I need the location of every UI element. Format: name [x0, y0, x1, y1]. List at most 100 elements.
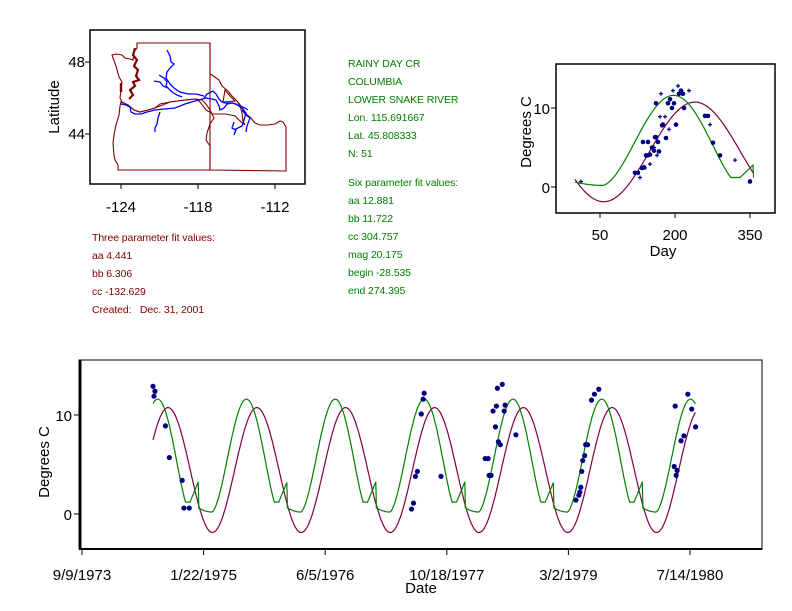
timeseries-observations	[150, 381, 699, 512]
seasonal-xtick-label: 200	[662, 227, 687, 244]
seasonal-observation-point	[651, 148, 657, 153]
timeseries-ytick-label: 10	[55, 408, 72, 425]
timeseries-observation-point	[672, 403, 678, 409]
station-name: RAINY DAY CR	[348, 58, 421, 70]
timeseries-xtick-label: 10/18/1977	[409, 567, 484, 584]
seasonal-axes: 50 200 350 0 10	[533, 101, 762, 244]
timeseries-observation-point	[579, 468, 585, 475]
seasonal-observation-point	[710, 140, 716, 146]
salmon-river	[241, 109, 251, 133]
station-subbasin: LOWER SNAKE RIVER	[348, 94, 459, 106]
timeseries-observation-point	[501, 408, 507, 414]
three-param-info: Three parameter fit values: aa 4.441 bb …	[92, 229, 215, 319]
six-param-cc: cc 304.757	[348, 231, 399, 243]
seasonal-ytick-label: 10	[533, 101, 550, 118]
oregon-border	[112, 98, 215, 171]
seasonal-observation-point	[717, 153, 723, 158]
station-basin: COLUMBIA	[348, 76, 403, 88]
created-date: Created: Dec. 31, 2001	[92, 304, 205, 316]
timeseries-observation-point	[418, 411, 424, 417]
timeseries-observation-point	[674, 467, 680, 474]
seasonal-observation-point	[655, 139, 661, 145]
timeseries-observation-point	[580, 457, 586, 464]
six-param-begin: begin -28.535	[348, 267, 411, 279]
timeseries-observation-point	[150, 383, 156, 389]
timeseries-observation-point	[181, 505, 187, 511]
seasonal-observation-point	[671, 88, 675, 93]
timeseries-xtick-label: 6/5/1976	[296, 567, 354, 584]
timeseries-three-param-line	[152, 407, 696, 534]
timeseries-observation-point	[493, 403, 500, 409]
seasonal-observation-point	[705, 113, 711, 119]
timeseries-observation-point	[497, 442, 503, 448]
map-frame	[89, 29, 306, 185]
seasonal-xtick-label: 50	[592, 227, 609, 244]
timeseries-xtick-label: 3/2/1979	[539, 567, 597, 584]
three-param-bb: bb 6.306	[92, 268, 133, 280]
timeseries-observation-point	[408, 506, 415, 512]
rivers	[120, 49, 251, 136]
seasonal-observation-point	[641, 164, 647, 170]
timeseries-observation-point	[414, 468, 420, 475]
timeseries-observation-point	[596, 386, 602, 392]
timeseries-observation-point	[421, 390, 427, 396]
map-ytick-label-44: 44	[68, 126, 85, 143]
seasonal-observation-point	[655, 153, 659, 158]
map-panel: 48 44 -124 -118 -112 Latitude	[46, 29, 306, 216]
seasonal-observation-point	[673, 122, 679, 127]
seasonal-observation-point	[659, 91, 663, 96]
six-param-title: Six parameter fit values:	[348, 177, 459, 189]
snake-river	[203, 90, 247, 136]
station-info: RAINY DAY CR COLUMBIA LOWER SNAKE RIVER …	[348, 55, 458, 163]
timeseries-observation-point	[179, 477, 185, 483]
seasonal-observation-point	[635, 170, 641, 176]
seasonal-observation-point	[687, 88, 691, 93]
puget-sound-shore	[128, 47, 141, 100]
timeseries-observation-point	[591, 391, 598, 397]
timeseries-observation-point	[513, 432, 519, 438]
timeseries-observation-point	[502, 402, 508, 408]
seasonal-observation-point	[669, 105, 675, 111]
washington-border	[111, 42, 246, 126]
seasonal-observation-point	[660, 122, 666, 127]
timeseries-xtick-label: 1/22/1975	[170, 567, 237, 584]
timeseries-observation-point	[152, 388, 158, 394]
seasonal-ytick-label: 0	[542, 180, 550, 197]
six-param-aa: aa 12.881	[348, 195, 394, 207]
seasonal-fit-lines	[574, 94, 755, 203]
seasonal-observation-point	[579, 179, 583, 184]
timeseries-axes: 9/9/1973 1/22/1975 6/5/1976 10/18/1977 3/2/1…	[53, 408, 724, 584]
seasonal-observation-point	[663, 135, 669, 141]
seasonal-observation-point	[638, 175, 642, 180]
seasonal-six-param-line	[574, 94, 755, 186]
timeseries-observation-point	[689, 406, 695, 412]
seasonal-observation-point	[640, 139, 646, 145]
deschutes-river	[154, 111, 161, 132]
seasonal-observation-point	[667, 127, 671, 132]
six-param-bb: bb 11.722	[348, 213, 394, 225]
timeseries-observation-point	[692, 424, 699, 430]
timeseries-observation-point	[151, 393, 157, 399]
timeseries-observation-point	[494, 385, 500, 391]
wenatchee-river	[158, 74, 169, 89]
timeseries-observation-point	[578, 484, 584, 490]
seasonal-observation-point	[747, 179, 753, 184]
timeseries-observation-point	[186, 505, 192, 511]
seasonal-observation-point	[667, 97, 673, 102]
timeseries-observation-point	[678, 438, 684, 444]
seasonal-observation-point	[733, 158, 737, 163]
timeseries-chart-frame	[78, 359, 763, 550]
timeseries-observation-point	[681, 433, 687, 439]
three-param-cc: cc -132.629	[92, 286, 146, 298]
upper-columbia	[165, 49, 205, 97]
seasonal-observation-point	[643, 166, 647, 171]
timeseries-observation-point	[485, 455, 491, 462]
timeseries-observation-point	[412, 473, 419, 479]
seasonal-observation-point	[653, 100, 659, 106]
state-borders	[111, 42, 287, 172]
seasonal-observation-point	[671, 100, 677, 106]
station-lat: Lat. 45.808333	[348, 130, 417, 142]
map-xtick-label-112: -112	[261, 199, 290, 216]
timeseries-observation-point	[585, 442, 591, 448]
